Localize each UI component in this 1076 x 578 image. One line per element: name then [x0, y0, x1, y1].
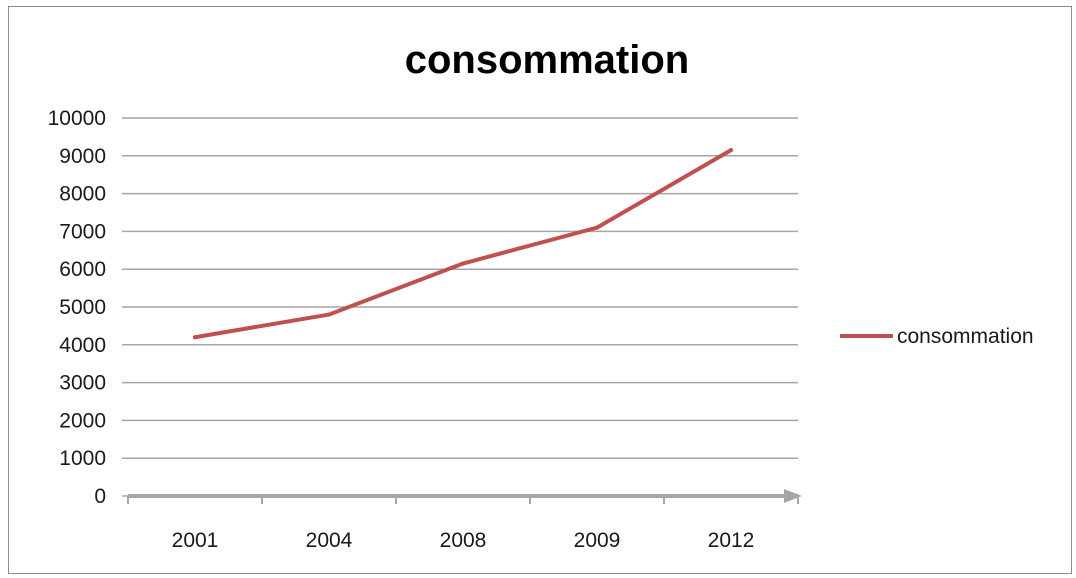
legend: consommation	[840, 325, 1034, 348]
x-tick-label: 2008	[440, 529, 487, 552]
legend-label-consommation: consommation	[897, 325, 1034, 348]
data-point	[327, 312, 331, 317]
y-tick-label: 7000	[59, 220, 106, 243]
y-tick-label: 2000	[59, 409, 106, 432]
x-tick-label: 2009	[574, 529, 621, 552]
y-tick-label: 9000	[59, 145, 106, 168]
x-axis-tick-labels: 2001 2004 2008 2009 2012	[172, 529, 755, 552]
x-tick-label: 2004	[306, 529, 353, 552]
data-point	[461, 261, 465, 266]
x-tick-label: 2012	[708, 529, 755, 552]
y-tick-label: 1000	[59, 447, 106, 470]
y-axis-tick-labels: 0 1000 2000 3000 4000 5000 6000 7000 8000 9000 100…	[48, 107, 106, 508]
chart-title: consommation	[405, 38, 689, 82]
series-line-consommation	[193, 148, 733, 340]
data-point	[193, 335, 197, 340]
data-point	[595, 225, 599, 230]
y-tick-label: 6000	[59, 258, 106, 281]
series-layer	[193, 148, 733, 340]
y-tick-label: 10000	[48, 107, 106, 130]
x-axis-arrow-icon	[784, 489, 802, 503]
x-axis	[127, 489, 802, 504]
chart-frame	[8, 6, 1072, 574]
x-tick-label: 2001	[172, 529, 219, 552]
data-point	[729, 148, 733, 153]
y-tick-label: 5000	[59, 296, 106, 319]
y-tick-label: 3000	[59, 372, 106, 395]
gridlines	[122, 117, 798, 497]
y-tick-label: 4000	[59, 334, 106, 357]
y-tick-label: 8000	[59, 183, 106, 206]
y-tick-label: 0	[94, 485, 106, 508]
